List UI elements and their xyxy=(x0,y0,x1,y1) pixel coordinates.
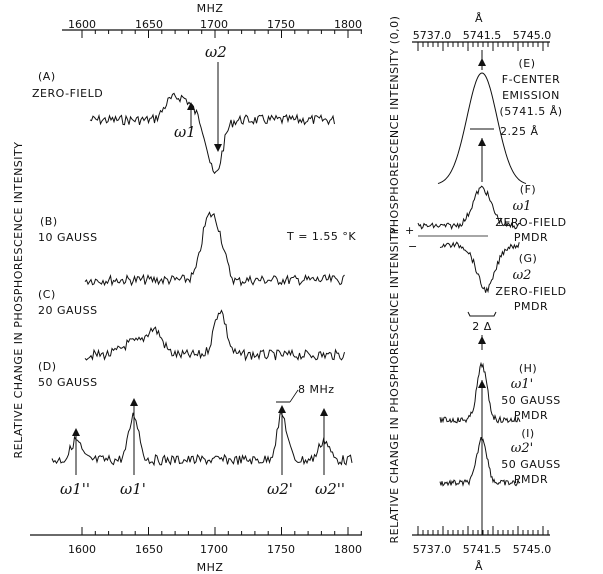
top-tick-label: 1800 xyxy=(334,18,362,31)
top-tick-label-right: 5741.5 xyxy=(463,29,502,42)
panel-i-greek: ω2' xyxy=(511,441,533,456)
top-ticks-right xyxy=(417,42,549,51)
panel-g-greek: ω2 xyxy=(513,268,532,283)
arrow-head-icon xyxy=(320,408,328,416)
w2-label: ω2 xyxy=(205,43,227,61)
width-8mhz-label: 8 MHz xyxy=(298,383,335,396)
trace-sublabel-c: 20 GAUSS xyxy=(38,304,98,317)
trace-b xyxy=(84,211,345,287)
top-tick-label: 1700 xyxy=(200,18,228,31)
y-axis-label-right-bottom: RELATIVE CHANGE IN PHOSPHORESCENCE INTEN… xyxy=(388,227,401,544)
left-panel: MHZ MHZ 1600 1650 1700 1750 1800 1600 16… xyxy=(12,2,362,574)
w1-label: ω1 xyxy=(174,123,196,141)
panel-f-line: ZERO-FIELD xyxy=(495,216,566,229)
trace-g xyxy=(439,241,520,294)
top-ticks xyxy=(81,30,362,38)
top-axis-label-right: Å xyxy=(475,12,483,25)
panel-f-greek: ω1 xyxy=(513,199,532,214)
panel-g-line: ZERO-FIELD xyxy=(495,285,566,298)
trace-h xyxy=(439,361,521,424)
trace-sublabel-a: ZERO-FIELD xyxy=(32,87,103,100)
bottom-tick-label: 1750 xyxy=(267,543,295,556)
arrow-head-icon xyxy=(187,102,195,110)
emission-curve xyxy=(437,72,527,184)
arrow-head-icon xyxy=(130,398,138,406)
top-tick-label: 1600 xyxy=(68,18,96,31)
bottom-tick-label-right: 5741.5 xyxy=(463,543,502,556)
bottom-tick-label: 1700 xyxy=(200,543,228,556)
bottom-ticks xyxy=(81,527,362,535)
panel-e-line: F-CENTER xyxy=(502,73,560,86)
top-tick-label-right: 5737.0 xyxy=(413,29,452,42)
arrow-head-icon xyxy=(278,405,286,413)
trace-a xyxy=(89,92,335,175)
panel-e-line: EMISSION xyxy=(502,89,560,102)
arrow-head-icon xyxy=(478,138,486,146)
arrow-head-icon xyxy=(214,144,222,152)
plus-sign: + xyxy=(405,224,415,237)
width-leader xyxy=(289,389,299,403)
temperature-label: T = 1.55 °K xyxy=(286,230,356,243)
top-tick-label-right: 5745.0 xyxy=(513,29,552,42)
minus-sign: − xyxy=(408,240,418,253)
panel-h-line: 50 GAUSS xyxy=(501,394,561,407)
arrow-head-icon xyxy=(72,428,80,436)
arrow-head-icon xyxy=(478,336,486,344)
w2p-label: ω2' xyxy=(267,480,293,498)
bottom-tick-label: 1800 xyxy=(334,543,362,556)
y-axis-label-right-top: PHOSPHORESCENCE INTENSITY (0,0) xyxy=(388,16,401,235)
bottom-tick-label: 1650 xyxy=(135,543,163,556)
bracket xyxy=(467,311,497,317)
panel-f-line: PMDR xyxy=(514,231,548,244)
panel-i-label: (I) xyxy=(521,427,534,440)
w1pp-label: ω1'' xyxy=(60,480,90,498)
bottom-axis-label-right: Å xyxy=(475,560,483,573)
panel-i-line: PMDR xyxy=(514,473,548,486)
trace-label-a: (A) xyxy=(38,70,56,83)
trace-sublabel-d: 50 GAUSS xyxy=(38,376,98,389)
bracket-label: 2 Δ xyxy=(472,320,492,333)
bottom-axis-label: MHZ xyxy=(197,561,224,574)
panel-g-line: PMDR xyxy=(514,300,548,313)
arrow-head-icon xyxy=(478,58,486,66)
y-axis-label: RELATIVE CHANGE IN PHOSPHORESCENCE INTEN… xyxy=(12,142,25,459)
top-tick-label: 1650 xyxy=(135,18,163,31)
trace-label-d: (D) xyxy=(38,360,57,373)
fwhm-label: 2.25 Å xyxy=(500,125,539,138)
panel-i-line: 50 GAUSS xyxy=(501,458,561,471)
panel-h-line: PMDR xyxy=(514,409,548,422)
bottom-tick-label-right: 5745.0 xyxy=(513,543,552,556)
trace-i xyxy=(439,436,521,487)
w1p-label: ω1' xyxy=(120,480,146,498)
trace-d xyxy=(51,412,353,467)
top-axis-label: MHZ xyxy=(197,2,224,15)
top-tick-label: 1750 xyxy=(267,18,295,31)
panel-h-label: (H) xyxy=(519,362,537,375)
bottom-tick-label-right: 5737.0 xyxy=(413,543,452,556)
panel-g-label: (G) xyxy=(519,252,538,265)
trace-c xyxy=(84,309,345,362)
trace-f xyxy=(417,185,521,231)
panel-h-greek: ω1' xyxy=(511,377,533,392)
panel-e-line: (5741.5 Å) xyxy=(499,105,562,118)
arrow-head-icon xyxy=(478,380,486,388)
trace-label-c: (C) xyxy=(38,288,56,301)
right-panel: Å 5737.0 5741.5 5745.0 5737.0 5741.5 574… xyxy=(388,12,566,573)
panel-e-label: (E) xyxy=(518,57,535,70)
bottom-tick-label: 1600 xyxy=(68,543,96,556)
trace-label-b: (B) xyxy=(40,215,58,228)
bottom-ticks-right xyxy=(417,526,549,535)
w2pp-label: ω2'' xyxy=(315,480,345,498)
trace-sublabel-b: 10 GAUSS xyxy=(38,231,98,244)
panel-f-label: (F) xyxy=(520,183,536,196)
